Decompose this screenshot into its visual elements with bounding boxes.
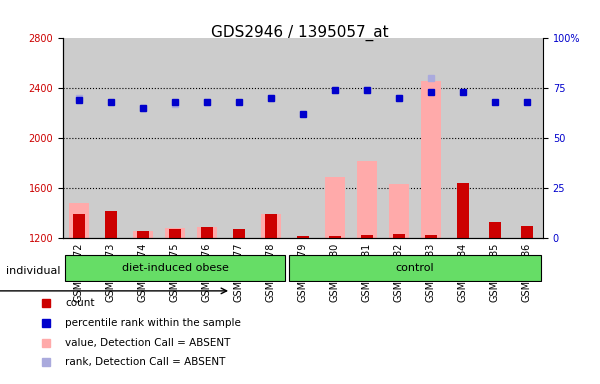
Bar [70, 203, 89, 238]
Bar [425, 235, 437, 238]
Bar [521, 226, 533, 238]
Text: individual: individual [6, 266, 61, 276]
Bar [137, 230, 149, 238]
Bar [394, 234, 404, 238]
Bar [358, 161, 377, 238]
Bar [169, 229, 181, 238]
Bar [298, 236, 308, 238]
Bar [457, 183, 469, 238]
Bar [166, 228, 185, 238]
Text: count: count [65, 298, 95, 308]
Text: rank, Detection Call = ABSENT: rank, Detection Call = ABSENT [65, 357, 226, 367]
Bar [421, 81, 440, 238]
Bar [197, 227, 217, 238]
Bar [202, 227, 212, 238]
FancyBboxPatch shape [65, 255, 286, 281]
Bar [133, 230, 152, 238]
Text: diet-induced obese: diet-induced obese [122, 263, 229, 273]
Bar [106, 210, 116, 238]
Bar [329, 235, 341, 238]
Bar [361, 235, 373, 238]
Bar [265, 214, 277, 238]
Bar [233, 229, 245, 238]
Text: control: control [395, 263, 434, 273]
FancyBboxPatch shape [289, 255, 541, 281]
Bar [490, 222, 500, 238]
Text: value, Detection Call = ABSENT: value, Detection Call = ABSENT [65, 338, 230, 348]
Bar [262, 214, 281, 238]
Bar [73, 214, 85, 238]
Text: GDS2946 / 1395057_at: GDS2946 / 1395057_at [211, 25, 389, 41]
Bar [325, 177, 344, 238]
Text: percentile rank within the sample: percentile rank within the sample [65, 318, 241, 328]
Bar [389, 184, 409, 238]
